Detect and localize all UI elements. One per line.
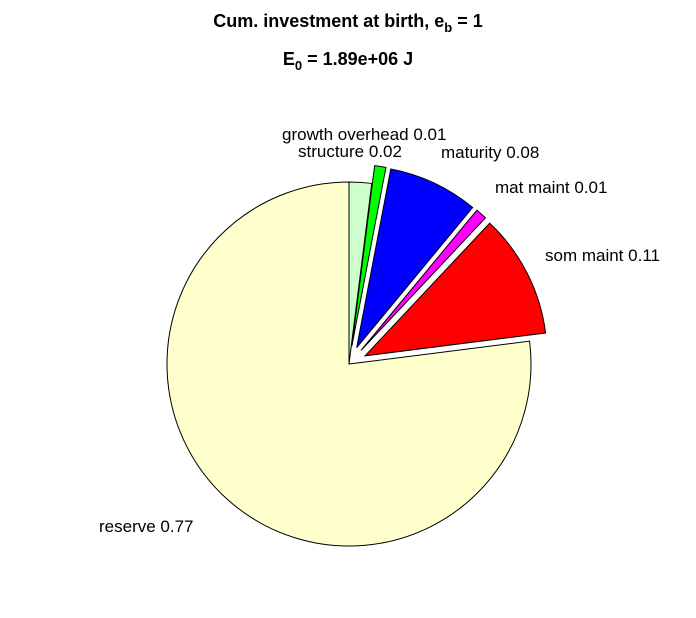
slice-label-value: 0.01	[574, 178, 607, 197]
slice-label: growth overhead 0.01	[282, 125, 446, 144]
slice-label: structure 0.02	[298, 142, 402, 161]
pie-slice	[363, 222, 547, 357]
slice-label-name: structure	[298, 142, 364, 161]
title-part: Cum. investment at birth, e	[213, 11, 444, 31]
slice-label-name: growth overhead	[282, 125, 409, 144]
slice-label-value: 0.77	[160, 517, 193, 536]
slice-label: maturity 0.08	[441, 143, 539, 162]
subtitle-subscript: 0	[295, 58, 302, 73]
pie-slice	[356, 168, 474, 349]
title-subscript: b	[444, 20, 452, 35]
slice-label-value: 0.01	[413, 125, 446, 144]
pie-slice	[166, 181, 532, 547]
slice-label: mat maint 0.01	[495, 178, 607, 197]
subtitle-part: = 1.89e+06 J	[302, 49, 413, 69]
slice-label-value: 0.11	[628, 246, 660, 265]
slice-label-value: 0.02	[369, 142, 402, 161]
slice-label-name: mat maint	[495, 178, 570, 197]
slice-label-name: reserve	[99, 517, 156, 536]
slice-label-name: som maint	[545, 246, 624, 265]
subtitle-part: E	[283, 49, 295, 69]
pie-slice	[360, 209, 487, 351]
chart-title: Cum. investment at birth, eb = 1	[213, 11, 483, 36]
slice-label-value: 0.08	[506, 143, 539, 162]
chart-subtitle: E0 = 1.89e+06 J	[283, 49, 413, 74]
pie-slice	[351, 165, 387, 347]
title-part: = 1	[452, 11, 483, 31]
slice-label-name: maturity	[441, 143, 502, 162]
slice-label: reserve 0.77	[99, 517, 194, 536]
slice-label: som maint 0.11	[545, 246, 660, 265]
